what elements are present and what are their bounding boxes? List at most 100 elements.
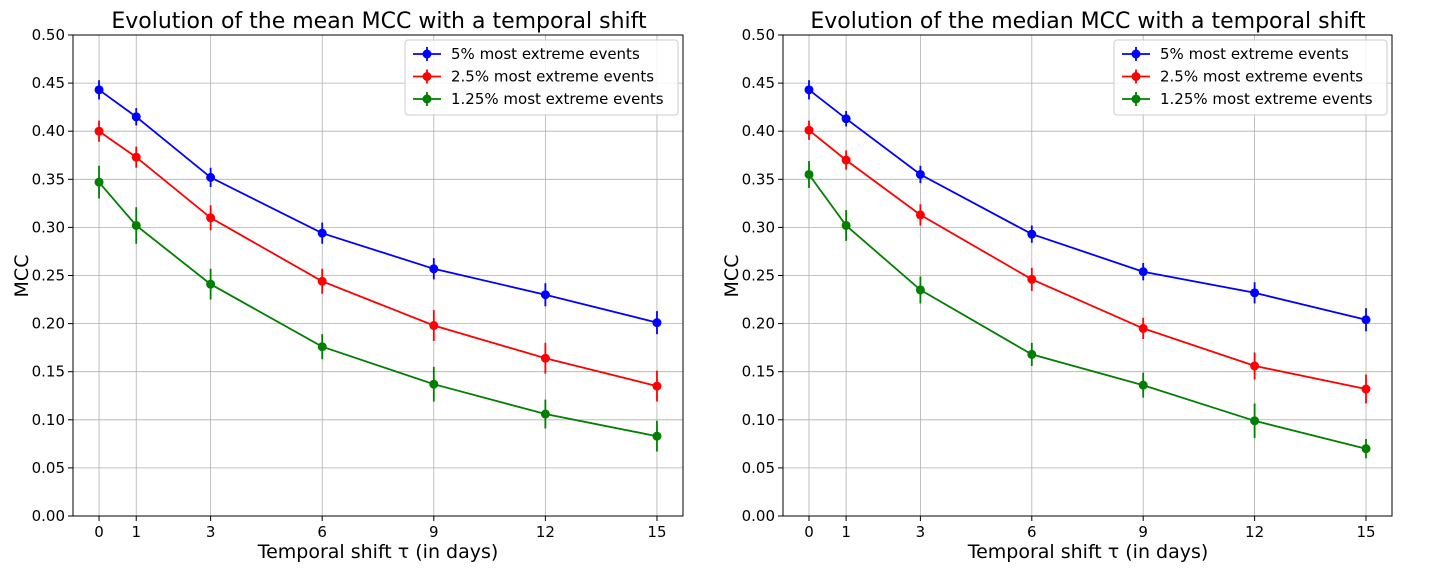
x-tick-label: 1 bbox=[131, 523, 141, 541]
y-tick-label: 0.15 bbox=[32, 363, 65, 381]
y-tick-label: 0.35 bbox=[32, 170, 65, 188]
series-3 bbox=[94, 165, 662, 452]
axis-ticks: 0 1 3 6 9 12 15 0.00 0.05 0.10 0.15 0.20 0.25 0.30 0.3… bbox=[32, 26, 667, 541]
data-point bbox=[317, 228, 327, 238]
legend-box bbox=[1113, 39, 1388, 116]
legend-label: 1.25% most extreme events bbox=[451, 90, 664, 108]
data-point bbox=[915, 169, 925, 179]
x-tick-label: 6 bbox=[1027, 523, 1037, 541]
y-tick-label: 0.25 bbox=[32, 267, 65, 285]
series-line bbox=[98, 181, 658, 438]
chart-title: Evolution of the mean MCC with a tempora… bbox=[111, 9, 647, 34]
data-point bbox=[429, 379, 439, 389]
x-tick-label: 3 bbox=[206, 523, 216, 541]
data-point bbox=[652, 431, 662, 441]
legend: 5% most extreme events 2.5% most extreme … bbox=[1113, 39, 1388, 116]
axis-ticks: 0 1 3 6 9 12 15 0.00 0.05 0.10 0.15 0.20 0.25 0.30 0.3… bbox=[742, 26, 1376, 541]
y-tick-label: 0.00 bbox=[742, 507, 775, 525]
y-axis-label: MCC bbox=[11, 255, 33, 298]
data-point bbox=[131, 152, 141, 162]
y-tick-label: 0.45 bbox=[32, 74, 65, 92]
series-1 bbox=[94, 80, 662, 335]
data-point bbox=[94, 85, 104, 95]
legend: 5% most extreme events 2.5% most extreme … bbox=[404, 39, 679, 116]
x-tick-label: 6 bbox=[317, 523, 327, 541]
y-tick-label: 0.10 bbox=[32, 411, 65, 429]
legend-marker bbox=[1131, 72, 1141, 81]
legend-label: 2.5% most extreme events bbox=[1160, 68, 1363, 86]
data-point bbox=[540, 290, 550, 300]
data-point bbox=[1361, 444, 1371, 454]
y-tick-label: 0.05 bbox=[742, 459, 775, 477]
y-tick-label: 0.45 bbox=[742, 74, 775, 92]
y-tick-label: 0.35 bbox=[742, 170, 775, 188]
y-tick-label: 0.10 bbox=[742, 411, 775, 429]
y-tick-label: 0.40 bbox=[32, 122, 65, 140]
data-point bbox=[1027, 274, 1037, 284]
x-axis-label: Temporal shift τ (in days) bbox=[257, 541, 499, 563]
data-point bbox=[841, 155, 851, 165]
y-tick-label: 0.30 bbox=[32, 218, 65, 236]
data-point bbox=[841, 220, 851, 230]
legend-item: 1.25% most extreme events bbox=[413, 90, 664, 108]
data-point bbox=[1361, 315, 1371, 325]
data-point bbox=[1250, 416, 1260, 426]
data-point bbox=[206, 172, 216, 182]
chart-median-mcc: Evolution of the median MCC with a tempo… bbox=[721, 9, 1393, 563]
data-point bbox=[915, 210, 925, 220]
data-point bbox=[1250, 288, 1260, 298]
y-tick-label: 0.20 bbox=[32, 315, 65, 333]
series-line bbox=[98, 89, 658, 324]
data-point bbox=[1138, 323, 1148, 333]
y-axis-label: MCC bbox=[721, 255, 743, 298]
legend-label: 5% most extreme events bbox=[451, 45, 640, 63]
legend-box bbox=[404, 39, 679, 116]
data-point bbox=[652, 381, 662, 391]
y-tick-label: 0.05 bbox=[32, 459, 65, 477]
x-tick-label: 9 bbox=[1138, 523, 1148, 541]
y-tick-label: 0.30 bbox=[742, 218, 775, 236]
y-tick-label: 0.50 bbox=[742, 26, 775, 44]
x-tick-label: 12 bbox=[536, 523, 555, 541]
plot-series bbox=[94, 80, 662, 452]
legend-marker bbox=[422, 49, 432, 59]
y-tick-label: 0.20 bbox=[742, 315, 775, 333]
legend-item: 2.5% most extreme events bbox=[1122, 68, 1363, 86]
data-point bbox=[915, 285, 925, 295]
data-point bbox=[652, 318, 662, 328]
data-point bbox=[206, 279, 216, 289]
legend-marker bbox=[422, 72, 432, 81]
data-point bbox=[206, 213, 216, 223]
legend-marker bbox=[422, 94, 432, 104]
legend-marker bbox=[1131, 94, 1141, 104]
data-point bbox=[1250, 361, 1260, 371]
data-point bbox=[540, 409, 550, 419]
series-line bbox=[98, 130, 658, 387]
x-tick-label: 3 bbox=[916, 523, 926, 541]
legend-item: 1.25% most extreme events bbox=[1122, 90, 1373, 108]
data-point bbox=[1138, 267, 1148, 277]
legend-label: 2.5% most extreme events bbox=[451, 68, 654, 86]
legend-label: 5% most extreme events bbox=[1160, 45, 1349, 63]
data-point bbox=[804, 85, 814, 95]
y-tick-label: 0.00 bbox=[32, 507, 65, 525]
data-point bbox=[1027, 229, 1037, 239]
data-point bbox=[317, 276, 327, 286]
x-axis-label: Temporal shift τ (in days) bbox=[967, 541, 1209, 563]
data-point bbox=[94, 126, 104, 136]
data-point bbox=[317, 342, 327, 352]
series-3 bbox=[804, 161, 1371, 459]
x-tick-label: 12 bbox=[1245, 523, 1264, 541]
data-point bbox=[429, 264, 439, 274]
y-tick-label: 0.50 bbox=[32, 26, 65, 44]
series-line bbox=[808, 129, 1367, 390]
x-tick-label: 15 bbox=[647, 523, 666, 541]
x-tick-label: 9 bbox=[429, 523, 439, 541]
data-point bbox=[94, 177, 104, 187]
x-tick-label: 0 bbox=[804, 523, 814, 541]
series-line bbox=[808, 173, 1367, 450]
data-point bbox=[1027, 349, 1037, 359]
y-tick-label: 0.15 bbox=[742, 363, 775, 381]
chart-title: Evolution of the median MCC with a tempo… bbox=[810, 9, 1366, 34]
